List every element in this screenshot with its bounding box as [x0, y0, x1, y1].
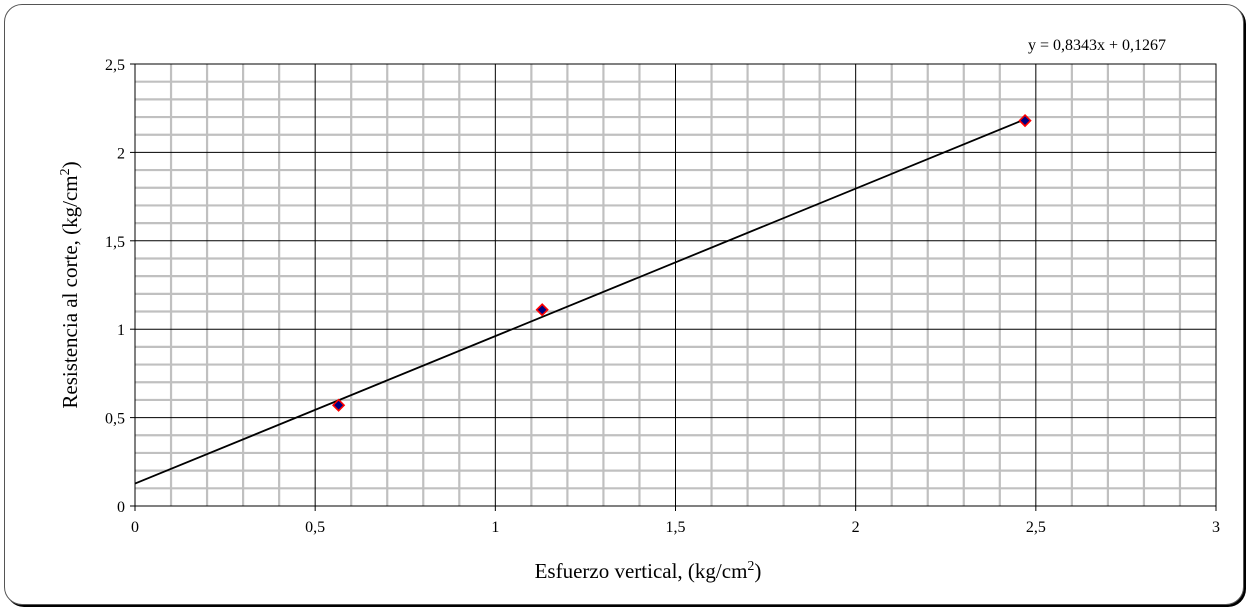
x-tick-label: 1 [491, 519, 499, 536]
trendline-equation: y = 0,8343x + 0,1267 [1028, 37, 1166, 54]
x-tick-label: 0,5 [305, 519, 325, 536]
data-points [331, 113, 1032, 412]
y-tick-label: 2,5 [105, 57, 125, 74]
y-tick-label: 0,5 [105, 411, 125, 428]
trendline [134, 118, 1026, 485]
y-axis-ticks: 0 0,5 1 1,5 2 2,5 [105, 57, 135, 516]
x-tick-label: 2,5 [1026, 519, 1046, 536]
x-tick-label: 3 [1212, 519, 1220, 536]
data-point [331, 398, 346, 412]
y-axis-title: Resistencia al corte, (kg/cm2) [58, 161, 82, 408]
x-tick-label: 0 [131, 519, 139, 536]
x-axis-ticks: 0 0,5 1 1,5 2 2,5 3 [131, 506, 1220, 536]
y-tick-label: 1 [117, 322, 125, 339]
data-point [1018, 113, 1032, 128]
x-axis-title: Esfuerzo vertical, (kg/cm2) [535, 559, 762, 583]
y-tick-label: 2 [117, 145, 125, 162]
y-tick-label: 0 [117, 499, 125, 516]
y-tick-label: 1,5 [105, 234, 125, 251]
chart-frame [4, 4, 1244, 605]
x-tick-label: 1,5 [666, 519, 686, 536]
data-point [535, 303, 549, 317]
major-grid [135, 64, 1216, 506]
x-tick-label: 2 [852, 519, 860, 536]
